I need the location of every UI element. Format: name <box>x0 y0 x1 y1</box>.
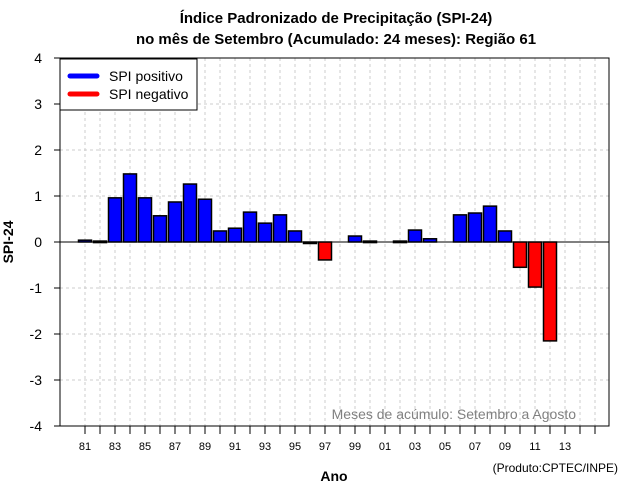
bar-1994 <box>272 214 288 243</box>
x-tick-label: 01 <box>379 441 391 453</box>
y-tick-label: 0 <box>34 234 42 250</box>
x-tick-label: 93 <box>259 441 271 453</box>
x-tick-label: 87 <box>169 441 181 453</box>
x-tick-label: 11 <box>529 441 540 453</box>
chart-title: Índice Padronizado de Precipitação (SPI-… <box>180 10 493 27</box>
x-tick-label: 91 <box>229 441 241 453</box>
y-axis: 4 3 2 1 0 -1 -2 -3 -4 <box>30 50 60 434</box>
x-axis: 81 83 85 87 89 91 93 95 97 99 01 03 05 07 09 11 13 <box>79 426 596 453</box>
bar-1988 <box>182 183 198 243</box>
y-axis-title: SPI-24 <box>0 220 16 263</box>
bar-1984 <box>122 173 138 243</box>
bar-2011 <box>527 241 543 288</box>
x-tick-label: 85 <box>139 441 151 453</box>
x-tick-label: 81 <box>79 441 91 453</box>
legend-box <box>59 58 198 111</box>
bar-1992 <box>242 211 258 243</box>
grid <box>60 58 609 426</box>
x-tick-label: 83 <box>109 441 121 453</box>
x-tick-label: 05 <box>439 441 451 453</box>
y-tick-label: -2 <box>30 326 43 342</box>
bar-2012 <box>542 241 558 342</box>
bar-1987 <box>167 201 183 243</box>
legend: SPI positivo SPI negativo <box>59 58 198 111</box>
x-tick-label: 07 <box>469 441 481 453</box>
y-tick-label: -1 <box>30 280 43 296</box>
chart-subtitle: no mês de Setembro (Acumulado: 24 meses)… <box>136 31 536 48</box>
bar-1990 <box>212 230 228 243</box>
bar-1989 <box>197 198 213 243</box>
bar-2010 <box>512 241 528 269</box>
x-axis-title: Ano <box>320 468 347 484</box>
x-tick-label: 03 <box>409 441 421 453</box>
bar-2003 <box>407 229 423 243</box>
bar-1997 <box>317 241 333 261</box>
bar-1985 <box>137 197 153 243</box>
bar-2006 <box>452 214 468 243</box>
x-tick-label: 99 <box>349 441 361 453</box>
bar-1993 <box>257 222 273 243</box>
bar-1991 <box>227 227 243 243</box>
bar-1999 <box>347 235 363 243</box>
legend-label-positive: SPI positivo <box>109 68 183 84</box>
bars <box>77 173 558 342</box>
y-tick-label: 1 <box>34 188 42 204</box>
x-tick-label: 09 <box>499 441 511 453</box>
y-tick-label: 2 <box>34 142 42 158</box>
y-tick-label: -3 <box>30 372 43 388</box>
y-tick-label: 3 <box>34 96 42 112</box>
credit-text: (Produto:CPTEC/INPE) <box>493 461 618 475</box>
x-tick-label: 89 <box>199 441 211 453</box>
x-tick-label: 97 <box>319 441 331 453</box>
bar-2009 <box>497 230 513 243</box>
bar-2007 <box>467 212 483 243</box>
legend-label-negative: SPI negativo <box>109 86 189 102</box>
bar-1983 <box>107 197 123 243</box>
bar-1995 <box>287 230 303 243</box>
bar-1986 <box>152 215 168 243</box>
y-tick-label: 4 <box>34 50 42 66</box>
annotation-text: Meses de acúmulo: Setembro a Agosto <box>332 406 577 422</box>
y-tick-label: -4 <box>30 418 43 434</box>
bar-2008 <box>482 205 498 243</box>
x-tick-label: 13 <box>559 441 571 453</box>
x-tick-label: 95 <box>289 441 301 453</box>
